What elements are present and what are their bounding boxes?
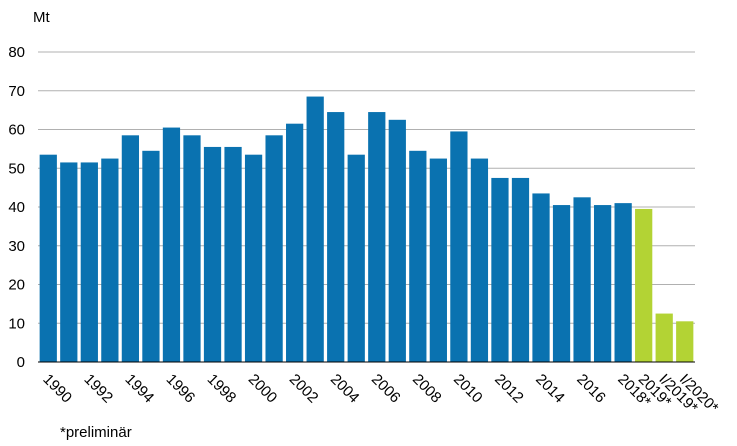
bar	[306, 96, 324, 362]
bar	[573, 197, 591, 362]
x-tick-label: 2014	[532, 371, 568, 407]
bar	[224, 146, 242, 362]
x-tick-label: 2002	[286, 371, 322, 407]
bar	[614, 203, 632, 362]
y-tick-label: 30	[8, 238, 25, 255]
y-tick-label: 60	[8, 122, 25, 139]
y-tick-label: 0	[17, 354, 25, 371]
x-tick-label: 2016	[573, 371, 609, 407]
bar	[347, 154, 365, 362]
bar	[368, 112, 386, 362]
bar	[388, 119, 406, 362]
bar	[183, 135, 201, 362]
x-tick-label: 2004	[327, 371, 363, 407]
x-tick-label: 2000	[245, 371, 281, 407]
y-tick-label: 20	[8, 277, 25, 294]
y-tick-label: 10	[8, 315, 25, 332]
x-tick-label: 2010	[450, 371, 486, 407]
y-tick-label: 50	[8, 160, 25, 177]
x-tick-label: 2012	[491, 371, 527, 407]
bar	[511, 177, 530, 362]
bar	[635, 208, 653, 362]
bar	[676, 321, 694, 362]
bar	[470, 158, 489, 362]
y-tick-label: 40	[8, 199, 25, 216]
bar	[409, 150, 427, 362]
bar	[203, 146, 222, 362]
bar	[60, 162, 78, 362]
unit-label: Mt	[33, 9, 50, 26]
bar	[286, 123, 304, 362]
bar	[532, 193, 550, 362]
bar	[142, 150, 160, 362]
x-tick-label: 1990	[39, 371, 75, 407]
bar	[327, 112, 345, 362]
bar	[429, 158, 447, 362]
y-tick-label: 80	[8, 44, 25, 61]
x-tick-label: 1998	[204, 371, 240, 407]
bar	[39, 154, 57, 362]
bar	[121, 135, 140, 362]
y-tick-label: 70	[8, 83, 25, 100]
x-tick-label: 2006	[368, 371, 404, 407]
bar	[265, 135, 283, 362]
bar	[244, 154, 263, 362]
bar	[101, 158, 119, 362]
x-tick-label: 1992	[80, 371, 116, 407]
bar	[162, 127, 181, 362]
bar	[450, 131, 468, 362]
x-tick-label: 1996	[163, 371, 199, 407]
bar	[491, 177, 509, 362]
bar	[593, 205, 612, 362]
bar	[80, 162, 98, 362]
x-tick-label: 2008	[409, 371, 445, 407]
footnote: *preliminär	[60, 424, 132, 441]
bar	[655, 313, 673, 362]
x-tick-label: 1994	[122, 371, 158, 407]
bar	[552, 205, 571, 362]
